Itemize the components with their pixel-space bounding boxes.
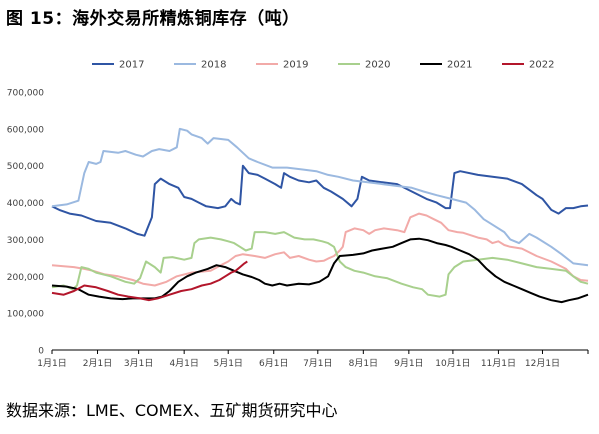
chart-legend: 2017 2018 2019 2020 2021 2022 [92,60,554,71]
legend-label-2018: 2018 [201,60,226,71]
series-line-2022 [51,260,248,302]
x-tick-label: 11月1日 [481,358,516,369]
legend-label-2017: 2017 [119,60,144,71]
data-source-note: 数据来源：LME、COMEX、五矿期货研究中心 [6,401,338,420]
x-tick-label: 7月1日 [303,358,332,369]
series-line-2017 [51,164,589,237]
series-line-2018 [51,127,589,267]
y-tick-label: 700,000 [7,89,44,99]
x-tick-label: 6月1日 [259,358,288,369]
series-line-2020 [51,231,589,298]
legend-label-2022: 2022 [529,60,554,71]
legend-label-2020: 2020 [365,60,390,71]
series-line-2021 [51,237,589,304]
x-tick-label: 8月1日 [349,358,378,369]
legend-label-2021: 2021 [447,60,472,71]
x-tick-label: 10月1日 [435,358,470,369]
y-tick-label: 600,000 [7,125,44,135]
series-line-2019 [51,212,589,287]
y-tick-label: 300,000 [7,236,44,246]
y-tick-label: 200,000 [7,273,44,283]
x-tick-label: 3月1日 [124,358,153,369]
x-tick-label: 12月1日 [525,358,560,369]
y-tick-label: 0 [38,347,44,357]
series-lines [51,127,589,304]
y-tick-label: 400,000 [7,199,44,209]
y-axis: 0 100,000 200,000 300,000 400,000 500,000 600,… [7,89,44,357]
x-tick-label: 5月1日 [213,358,242,369]
inventory-line-chart: 2017 2018 2019 2020 2021 2022 0 100,000 200,000… [0,44,599,382]
x-tick-label: 9月1日 [394,358,423,369]
x-tick-label: 4月1日 [169,358,198,369]
figure-title: 图 15：海外交易所精炼铜库存（吨） [6,9,300,29]
x-tick-label: 1月1日 [37,358,66,369]
x-tick-label: 2月1日 [83,358,112,369]
legend-label-2019: 2019 [283,60,308,71]
chart-svg: 2017 2018 2019 2020 2021 2022 0 100,000 200,000… [7,60,589,369]
y-tick-label: 500,000 [7,162,44,172]
y-tick-label: 100,000 [7,310,44,320]
x-axis: 1月1日 2月1日 3月1日 4月1日 5月1日 6月1日 7月1日 8月1日 9月1日 10月1… [37,349,589,369]
